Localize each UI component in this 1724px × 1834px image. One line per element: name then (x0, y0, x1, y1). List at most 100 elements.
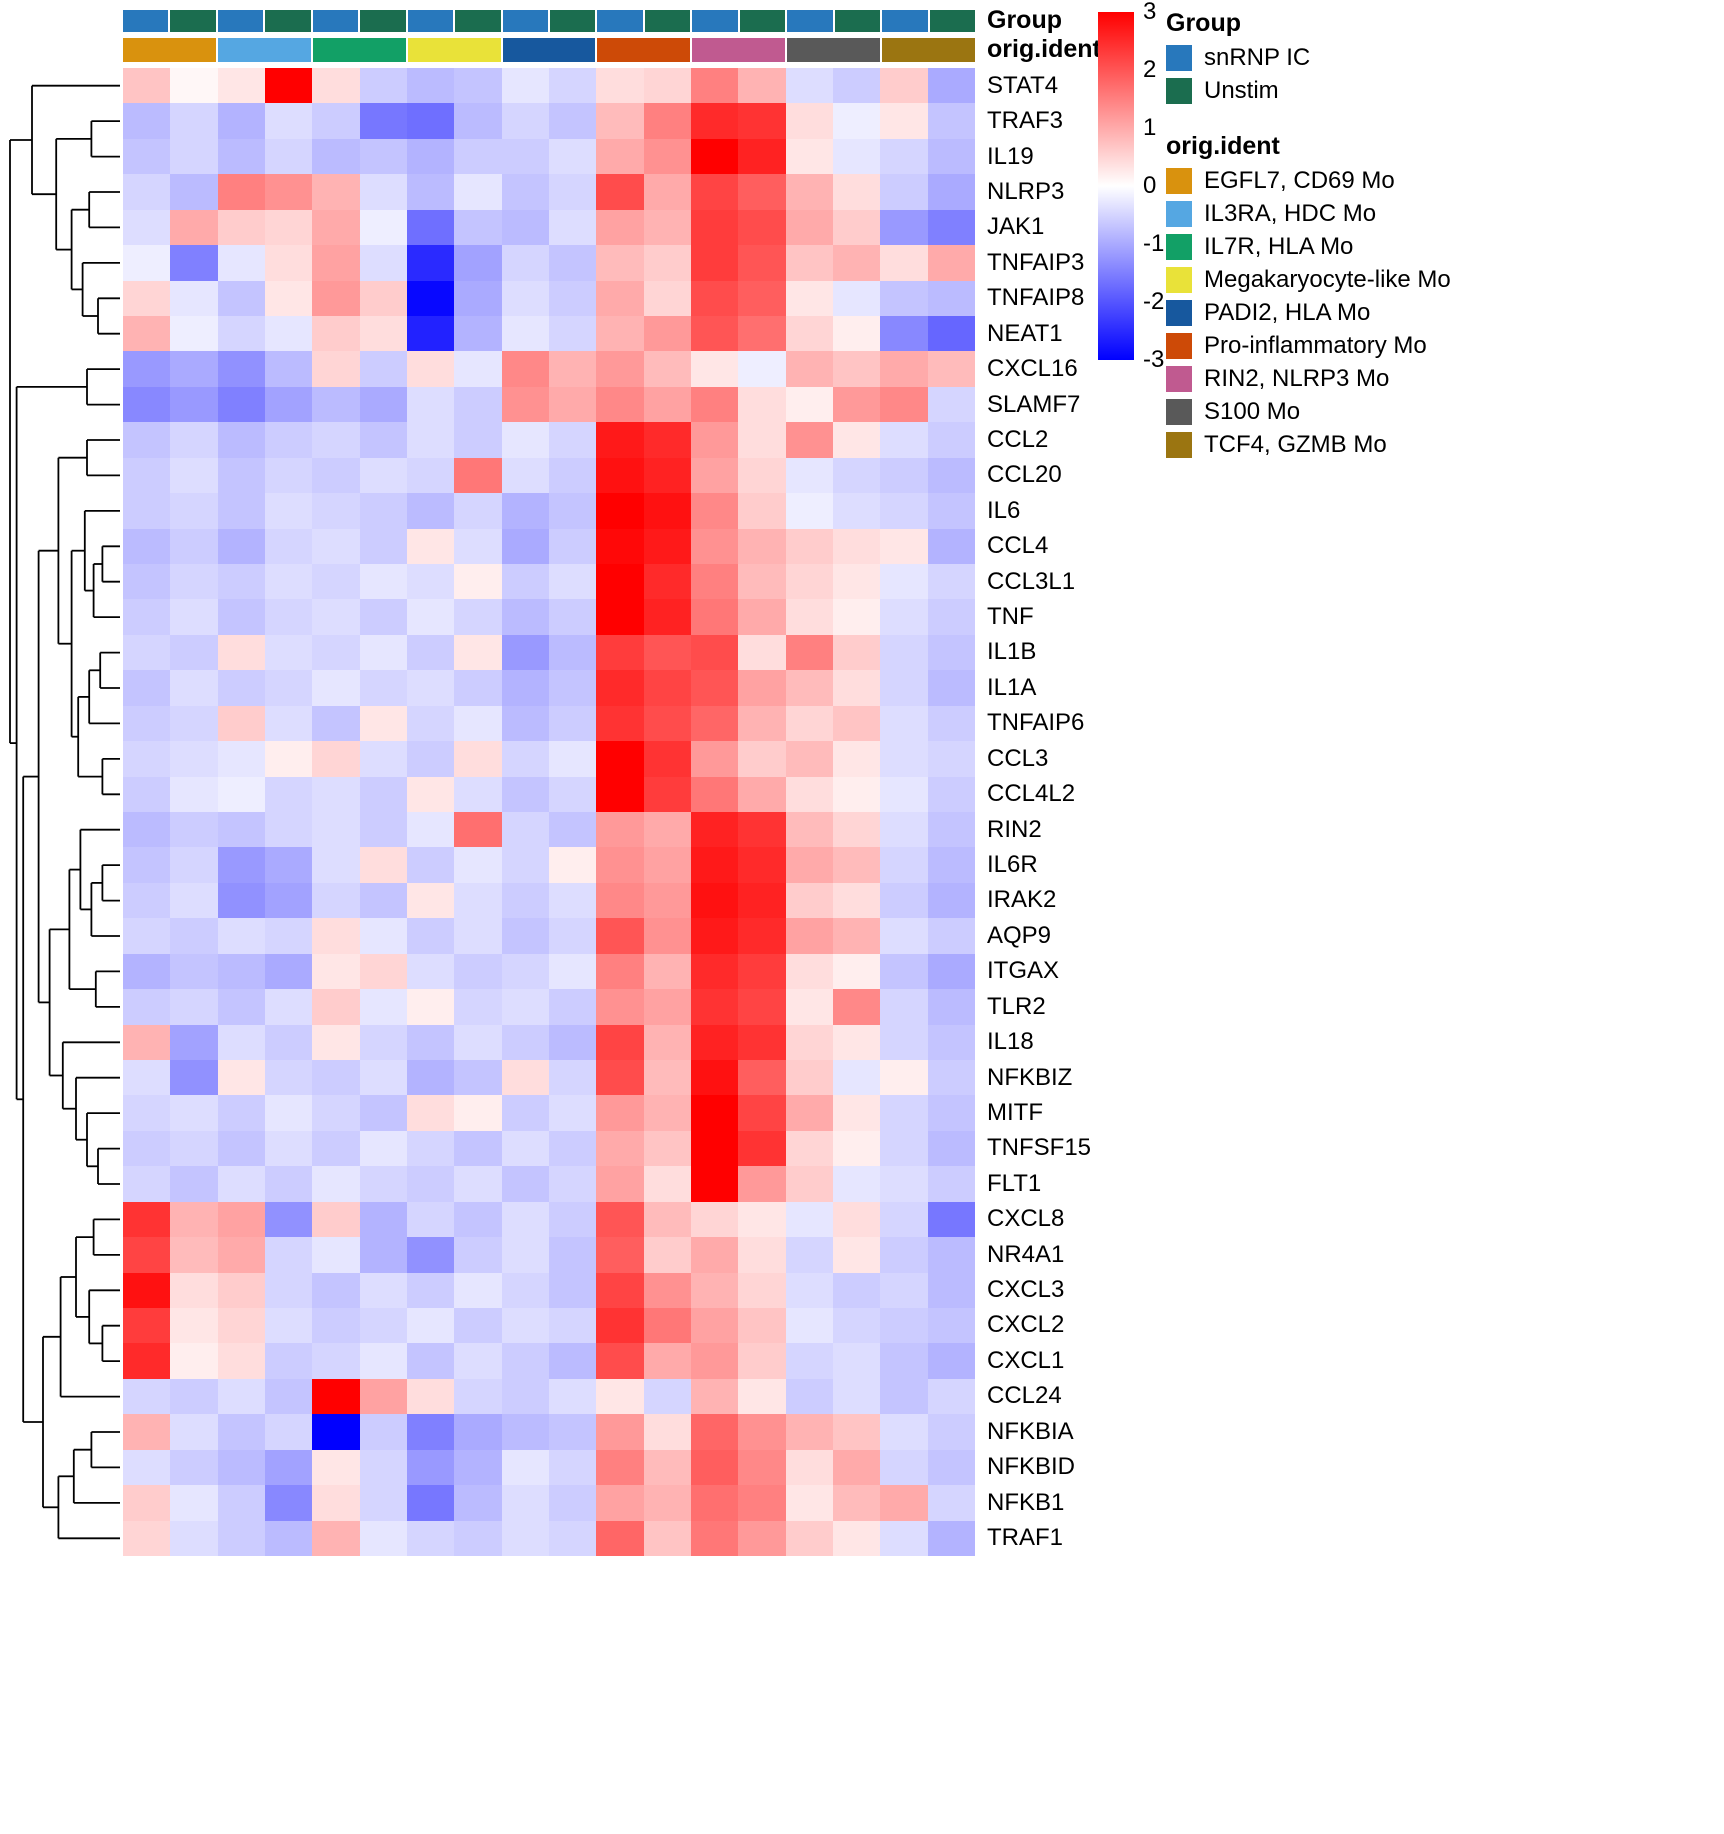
heatmap-cell (690, 1485, 739, 1521)
ident-annotation-cell (597, 38, 691, 62)
heatmap-cell (832, 245, 881, 281)
legend-label: Megakaryocyte-like Mo (1204, 265, 1451, 293)
heatmap-cell (643, 245, 691, 281)
heatmap-cell (264, 1237, 313, 1273)
heatmap-cell (217, 1237, 265, 1273)
heatmap-cell (170, 422, 218, 458)
heatmap-cell (170, 1449, 218, 1486)
heatmap-cell (312, 1520, 360, 1556)
heatmap-cell (123, 1237, 171, 1273)
heatmap-cell (738, 670, 786, 706)
heatmap-cell (596, 811, 644, 848)
group-annotation-cell (502, 10, 548, 32)
heatmap-cell (454, 563, 502, 600)
group-annotation-cell (170, 10, 216, 32)
heatmap-cell (643, 280, 691, 316)
heatmap-cell (785, 1343, 833, 1379)
heatmap-cell (785, 599, 833, 635)
heatmap-cell (264, 989, 313, 1025)
heatmap-cell (880, 315, 928, 352)
heatmap-cell (406, 1237, 455, 1273)
heatmap-cell (217, 1166, 265, 1202)
heatmap-cell (170, 1272, 218, 1308)
heatmap-cell (880, 493, 928, 529)
heatmap-cell (264, 174, 313, 210)
heatmap-cell (596, 1520, 644, 1556)
heatmap-cell (454, 174, 502, 210)
heatmap-cell (880, 882, 928, 919)
heatmap-cell (643, 386, 691, 423)
heatmap-cell (785, 68, 833, 104)
heatmap-cell (264, 847, 313, 883)
heatmap-cell (832, 989, 881, 1025)
heatmap-cell (406, 1095, 455, 1131)
heatmap-cell (643, 174, 691, 210)
heatmap-cell (927, 1272, 975, 1308)
heatmap-cell (880, 1272, 928, 1308)
gene-label: CXCL1 (987, 1346, 1065, 1374)
heatmap-cell (785, 705, 833, 742)
heatmap-cell (264, 351, 313, 387)
heatmap-cell (738, 1485, 786, 1521)
heatmap-cell (406, 528, 455, 564)
heatmap-cell (738, 989, 786, 1025)
heatmap-cell (501, 1130, 549, 1167)
heatmap-cell (643, 953, 691, 990)
heatmap-cell (690, 1449, 739, 1486)
heatmap-cell (690, 1237, 739, 1273)
heatmap-cell (690, 315, 739, 352)
heatmap-cell (596, 1095, 644, 1131)
heatmap-cell (406, 705, 455, 742)
heatmap-cell (501, 953, 549, 990)
heatmap-cell (927, 1343, 975, 1379)
heatmap-cell (359, 174, 407, 210)
heatmap-cell (312, 422, 360, 458)
heatmap-cell (123, 68, 171, 104)
heatmap-cell (880, 1307, 928, 1344)
legend-swatch (1166, 299, 1192, 326)
heatmap-cell (643, 422, 691, 458)
gene-label: IL6 (987, 496, 1021, 524)
heatmap-cell (454, 1130, 502, 1167)
heatmap-cell (785, 1414, 833, 1450)
heatmap-cell (596, 1378, 644, 1415)
heatmap-cell (406, 1059, 455, 1096)
heatmap-cell (927, 174, 975, 210)
heatmap-cell (359, 103, 407, 139)
heatmap-cell (170, 1024, 218, 1060)
heatmap-cell (927, 1485, 975, 1521)
heatmap-cell (454, 245, 502, 281)
heatmap-cell (170, 1201, 218, 1238)
heatmap-cell (359, 811, 407, 848)
heatmap-cell (217, 776, 265, 812)
heatmap-cell (217, 457, 265, 494)
heatmap-cell (359, 1449, 407, 1486)
heatmap-cell (548, 280, 597, 316)
gene-label: TNFAIP3 (987, 248, 1085, 276)
heatmap-cell (123, 989, 171, 1025)
heatmap-cell (264, 245, 313, 281)
heatmap-cell (264, 138, 313, 175)
heatmap-cell (406, 1378, 455, 1415)
heatmap-cell (738, 1414, 786, 1450)
heatmap-cell (123, 280, 171, 316)
heatmap-cell (596, 103, 644, 139)
heatmap-cell (880, 280, 928, 316)
heatmap-cell (785, 280, 833, 316)
heatmap-cell (548, 1201, 597, 1238)
gene-label: IRAK2 (987, 886, 1057, 914)
heatmap-cell (359, 1343, 407, 1379)
heatmap-cell (738, 1307, 786, 1344)
heatmap-cell (832, 68, 881, 104)
heatmap-cell (501, 705, 549, 742)
heatmap-cell (406, 811, 455, 848)
heatmap-cell (406, 1272, 455, 1308)
heatmap-cell (454, 847, 502, 883)
group-annotation-label: Group (987, 5, 1062, 34)
ident-annotation-cell (312, 38, 406, 62)
heatmap-cell (927, 1520, 975, 1556)
gene-label: CXCL8 (987, 1205, 1065, 1233)
heatmap-cell (312, 989, 360, 1025)
heatmap-cell (927, 1307, 975, 1344)
gene-label: TNF (987, 603, 1034, 631)
